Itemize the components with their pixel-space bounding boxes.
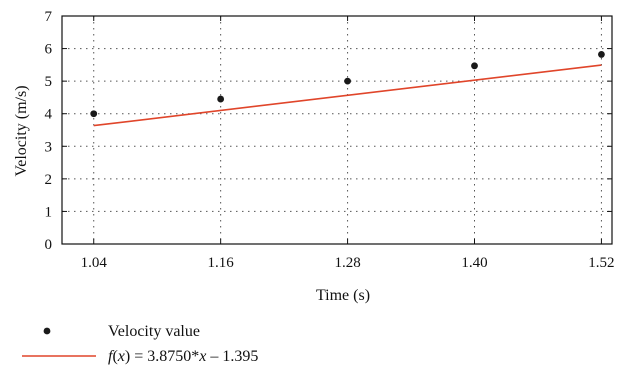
grid	[62, 16, 612, 244]
legend-fit-eq: ) = 3.8750*	[125, 348, 199, 365]
x-tick-label: 1.04	[81, 255, 108, 271]
y-tick-label: 3	[45, 139, 53, 155]
legend-fit-fx: f	[108, 348, 115, 365]
y-tick-label: 7	[45, 9, 53, 25]
legend-fit-tail: – 1.395	[206, 348, 258, 365]
x-ticks: 1.04 1.16 1.28 1.40 1.52	[81, 16, 615, 271]
x-tick-label: 1.28	[334, 255, 360, 271]
fit-line	[93, 64, 602, 127]
data-point	[598, 51, 605, 58]
legend-points-marker	[43, 327, 51, 335]
y-tick-label: 0	[45, 237, 53, 253]
y-ticks: 0 1 2 3 4 5 6 7	[45, 9, 612, 253]
legend-fit-label: f(x) = 3.8750*x – 1.395	[108, 348, 258, 365]
x-tick-label: 1.16	[208, 255, 235, 271]
data-points	[90, 51, 605, 118]
data-point	[344, 77, 351, 85]
legend-fit-x1: x	[117, 348, 125, 365]
x-tick-label: 1.52	[588, 255, 614, 271]
x-tick-label: 1.40	[461, 255, 487, 271]
plot-frame	[61, 15, 613, 245]
y-tick-label: 5	[45, 74, 53, 90]
y-tick-label: 4	[45, 107, 53, 123]
y-axis-title: Velocity (m/s)	[13, 85, 30, 176]
data-point	[217, 95, 225, 103]
y-tick-label: 6	[45, 42, 53, 58]
y-tick-label: 2	[45, 172, 53, 188]
y-tick-label: 1	[45, 204, 53, 220]
legend-fit-x2: x	[198, 348, 206, 365]
data-point	[471, 62, 478, 70]
legend-points-label: Velocity value	[108, 323, 200, 340]
legend-fit-open: (	[112, 348, 117, 365]
legend: Velocity value f(x) = 3.8750*x – 1.395	[22, 323, 258, 365]
x-axis-title: Time (s)	[316, 287, 370, 304]
data-point	[90, 110, 98, 118]
